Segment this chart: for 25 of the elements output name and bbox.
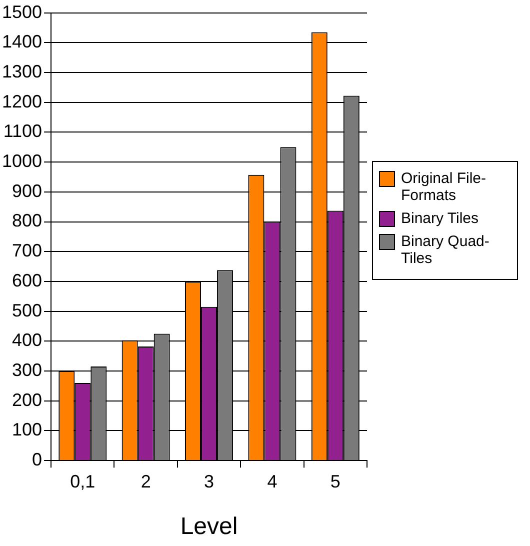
x-tick-label: 0,1	[70, 471, 96, 492]
y-tick-label: 400	[12, 330, 42, 350]
y-tick-label: 1300	[2, 61, 42, 82]
y-tick-label: 600	[12, 270, 42, 290]
x-tick-label: 2	[140, 471, 151, 492]
x-tick-label: 5	[330, 471, 340, 492]
y-tick-label: 0	[32, 450, 42, 470]
y-tick-label: 800	[12, 210, 42, 231]
x-tick-label: 3	[204, 471, 214, 492]
y-tick-label: 1400	[2, 32, 42, 52]
legend-label: Binary Tiles	[401, 210, 479, 227]
y-tick-label: 1000	[2, 151, 42, 172]
y-tick-label: 900	[12, 180, 42, 201]
x-tick-label: 4	[267, 471, 278, 492]
legend-label: Binary Quad-Tiles	[401, 233, 490, 267]
y-tick-label: 1100	[3, 121, 42, 142]
legend-label: Original File-Formats	[401, 170, 488, 204]
y-tick-label: 500	[12, 300, 42, 320]
x-axis-title: Level	[180, 513, 238, 540]
y-tick-label: 1200	[2, 91, 42, 112]
y-tick-label: 700	[12, 240, 42, 261]
y-tick-label: 300	[12, 360, 42, 380]
y-tick-label: 1500	[2, 2, 42, 22]
y-tick-label: 200	[12, 390, 42, 410]
y-tick-label: 100	[12, 420, 42, 440]
